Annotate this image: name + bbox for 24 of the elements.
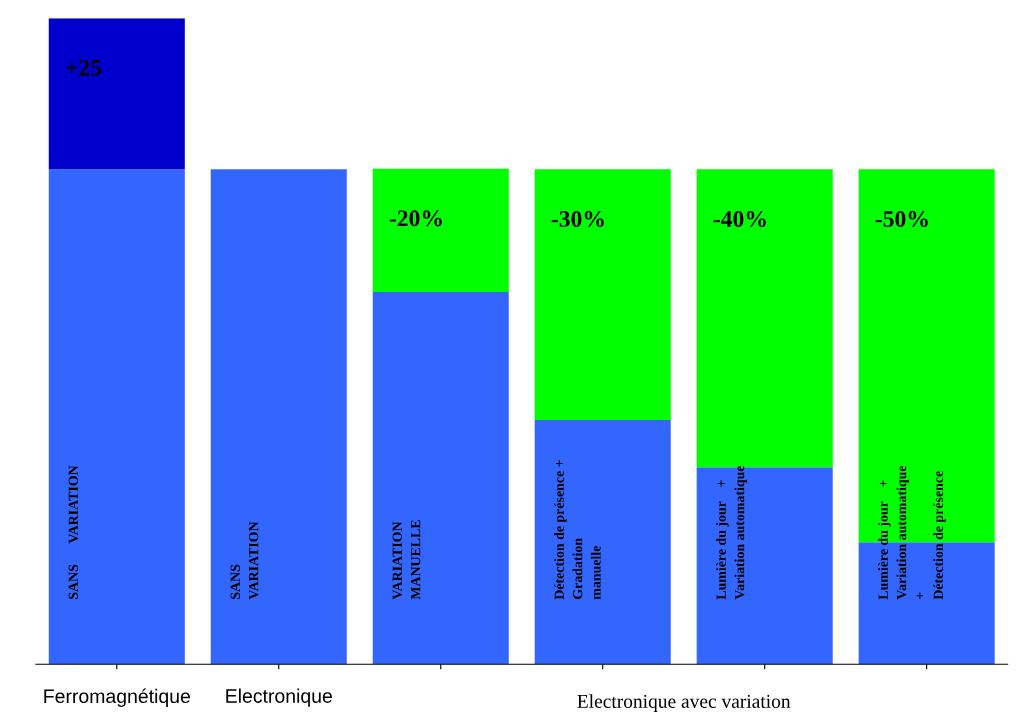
bar — [210, 169, 347, 665]
annotation: VARIATION MANUELLE — [392, 520, 421, 600]
bar — [48, 18, 185, 170]
annotation: -30% — [551, 211, 604, 228]
bar — [858, 169, 995, 543]
annotation: -50% — [875, 211, 928, 228]
annotation: -40% — [713, 211, 766, 228]
annotation: +25 — [66, 59, 102, 76]
bar — [696, 467, 833, 665]
annotation: Lumière du jour + Variation automatique — [716, 465, 748, 600]
annotation: Lumière du jour + Variation automatique + Détection de présence — [878, 465, 946, 600]
x-tick-label: Electronique — [226, 688, 332, 707]
bar — [48, 169, 185, 665]
bar — [372, 292, 509, 665]
annotation: SANS VARIATION — [230, 521, 259, 600]
annotation: -20% — [389, 210, 442, 227]
bar — [696, 169, 833, 468]
bar — [534, 169, 671, 421]
bar — [372, 168, 509, 293]
text: Electronique avec variation — [577, 694, 791, 712]
annotation: Détection de présence + Gradation manuelle — [554, 460, 601, 600]
annotation: SANS VARIATION — [68, 465, 79, 599]
x-tick-label: Ferromagnétique — [44, 688, 190, 707]
bar — [534, 420, 671, 665]
